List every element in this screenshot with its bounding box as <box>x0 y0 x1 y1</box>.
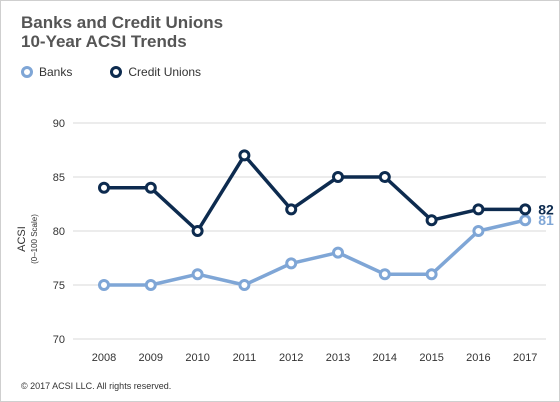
point-credit-unions-2016 <box>472 203 485 216</box>
chart-title: Banks and Credit Unions 10-Year ACSI Tre… <box>21 13 223 51</box>
point-credit-unions-2012 <box>285 203 298 216</box>
point-banks-2015 <box>425 268 438 281</box>
x-tick-label-2010: 2010 <box>185 352 209 364</box>
legend-marker-banks-icon <box>21 66 33 78</box>
x-tick-label-2009: 2009 <box>139 352 163 364</box>
point-credit-unions-2013 <box>332 171 344 183</box>
point-credit-unions-2014 <box>378 171 391 183</box>
point-banks-2011 <box>238 279 251 291</box>
y-axis-title: ACSI <box>16 226 28 252</box>
x-tick-label-2011: 2011 <box>233 352 257 364</box>
chart-title-line-1: Banks and Credit Unions <box>21 13 224 32</box>
y-tick-label-70: 70 <box>53 334 65 346</box>
x-tick-label-2008: 2008 <box>92 352 116 364</box>
y-tick-label-80: 80 <box>53 226 65 238</box>
end-label-credit-unions: 82 <box>538 201 554 217</box>
y-tick-label-85: 85 <box>53 172 65 184</box>
point-credit-unions-2017 <box>519 203 532 216</box>
y-tick-label-90: 90 <box>53 118 65 130</box>
x-tick-label-2014: 2014 <box>373 352 397 364</box>
series-line-credit-unions <box>102 153 527 233</box>
x-tick-label-2017: 2017 <box>513 352 537 364</box>
point-credit-unions-2009 <box>144 181 157 194</box>
point-banks-2010 <box>191 268 204 281</box>
point-credit-unions-2011 <box>238 149 251 162</box>
end-label-banks: 81 <box>538 212 554 228</box>
point-banks-2009 <box>144 279 157 291</box>
point-banks-2014 <box>378 268 391 281</box>
series-line-banks <box>102 218 527 287</box>
point-banks-2016 <box>472 225 485 237</box>
legend-item-banks: Banks <box>21 65 72 79</box>
legend-label-banks: Banks <box>39 65 73 79</box>
x-tick-label-2015: 2015 <box>419 352 443 364</box>
point-banks-2012 <box>285 257 298 270</box>
point-credit-unions-2010 <box>191 225 204 237</box>
y-tick-label-75: 75 <box>53 280 65 292</box>
chart-title-line-2: 10-Year ACSI Trends <box>21 32 187 51</box>
point-banks-2017 <box>519 214 532 227</box>
legend: Banks Credit Unions <box>21 65 239 79</box>
point-banks-2008 <box>98 279 110 291</box>
point-credit-unions-2008 <box>98 181 110 194</box>
x-tick-label-2012: 2012 <box>279 352 303 364</box>
y-axis-subtitle: (0–100 Scale) <box>30 214 39 264</box>
x-tick-label-2016: 2016 <box>466 352 490 364</box>
legend-label-credit-unions: Credit Unions <box>128 65 202 79</box>
point-banks-2013 <box>332 246 344 259</box>
x-tick-label-2013: 2013 <box>326 352 350 364</box>
copyright-footer: © 2017 ACSI LLC. All rights reserved. <box>21 381 172 391</box>
legend-item-credit-unions: Credit Unions <box>110 65 201 79</box>
point-credit-unions-2015 <box>425 214 438 227</box>
legend-marker-credit-unions-icon <box>110 66 123 78</box>
